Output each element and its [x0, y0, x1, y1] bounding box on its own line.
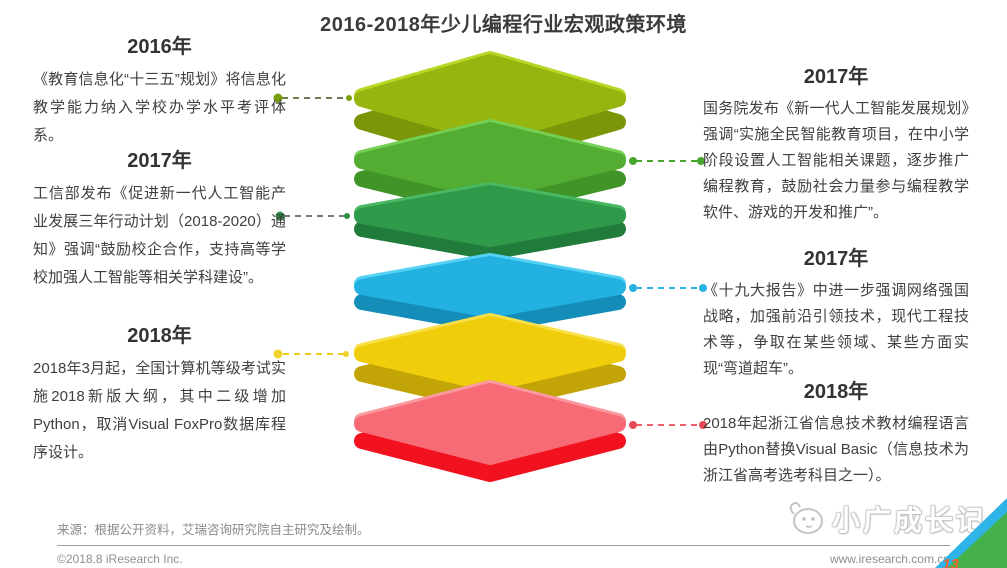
year-heading: 2016年 [127, 36, 192, 58]
policy-text: 2018年3月起，全国计算机等级考试实施2018新版大纲，其中二级增加Pytho… [33, 360, 286, 461]
connector-dot [273, 93, 283, 103]
layer-2017-cyan-icon [354, 253, 626, 333]
source-note: 来源：根据公开资料，艾瑞咨询研究院自主研究及绘制。 [57, 523, 370, 537]
connector-dot [346, 95, 352, 101]
layer-top [354, 256, 626, 318]
corner-green-triangle [947, 512, 1007, 568]
policy-text: 2018年起浙江省信息技术教材编程语言由Python替换Visual Basic… [703, 415, 969, 484]
connector-dot [629, 421, 637, 429]
year-heading: 2017年 [127, 150, 192, 172]
layer-top [354, 316, 626, 392]
year-heading: 2017年 [803, 248, 869, 270]
policy-block-left-2018: 2018年 2018年3月起，全国计算机等级考试实施2018新版大纲，其中二级增… [33, 325, 286, 467]
policy-block-right-2017b: 2017年 《十九大报告》中进一步强调网络强国战略，加强前沿引领技术，现代工程技… [703, 248, 969, 382]
connector-dot [699, 421, 707, 429]
policy-block-left-2017: 2017年 工信部发布《促进新一代人工智能产业发展三年行动计划（2018-202… [33, 150, 286, 292]
connector-dot [273, 349, 283, 359]
footer-divider [57, 545, 950, 546]
connector-dot [344, 213, 350, 219]
connector-dot [699, 284, 707, 292]
connector-2016-left [273, 93, 352, 103]
year-heading: 2017年 [803, 66, 869, 88]
corner-ribbon [935, 498, 1007, 568]
policy-text: 《十九大报告》中进一步强调网络强国战略，加强前沿引领技术，现代工程技术等，争取在… [703, 282, 969, 377]
page-number: 13 [942, 556, 959, 568]
year-heading: 2018年 [803, 381, 869, 403]
page-title: 2016-2018年少儿编程行业宏观政策环境 [320, 14, 687, 36]
layer-2018-red-icon [354, 380, 626, 482]
watermark-label: 小广成长记 [831, 505, 987, 536]
connector-dot [343, 351, 349, 357]
website-text: www.iresearch.com.cn [829, 552, 950, 566]
watermark: 小广成长记 [784, 498, 987, 540]
layer-top [354, 122, 626, 200]
year-heading: 2018年 [127, 325, 192, 347]
connector-2017-left [275, 211, 350, 221]
policy-block-left-2016: 2016年 《教育信息化“十三五”规划》将信息化教学能力纳入学校办学水平考评体系… [33, 36, 286, 150]
connector-dot [697, 157, 705, 165]
connector-dot [629, 284, 637, 292]
policy-text: 工信部发布《促进新一代人工智能产业发展三年行动计划（2018-2020）通知》强… [33, 185, 286, 286]
layer-top [354, 54, 626, 144]
layer-2018-yellow-icon [354, 313, 626, 412]
copyright-text: ©2018.8 iResearch Inc. [57, 552, 183, 566]
connector-2017-right-middle [629, 284, 707, 292]
connector-dot [275, 211, 285, 221]
policy-block-right-2017a: 2017年 国务院发布《新一代人工智能发展规划》强调“实施全民智能教育项目，在中… [703, 66, 969, 226]
mascot-icon [789, 502, 823, 534]
connector-2018-right [629, 421, 707, 429]
layer-2017-dark-green-icon [354, 182, 626, 260]
policy-text: 《教育信息化“十三五”规划》将信息化教学能力纳入学校办学水平考评体系。 [33, 71, 286, 144]
layer-top [354, 185, 626, 247]
connector-2017-right-top [629, 157, 705, 165]
layer-top [354, 383, 626, 465]
connector-2018-left [273, 349, 349, 359]
connector-dot [629, 157, 637, 165]
policy-text: 国务院发布《新一代人工智能发展规划》强调“实施全民智能教育项目，在中小学阶段设置… [703, 100, 969, 221]
policy-block-right-2018: 2018年 2018年起浙江省信息技术教材编程语言由Python替换Visual… [703, 381, 969, 489]
